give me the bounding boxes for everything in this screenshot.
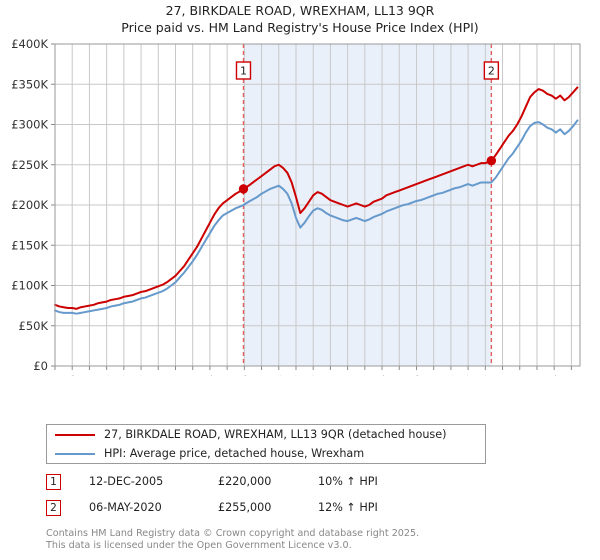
page-title: 27, BIRKDALE ROAD, WREXHAM, LL13 9QR Pri… — [0, 2, 600, 36]
x-tick-label: 2008 — [272, 375, 286, 376]
chart-svg: £0 £50K £100K £150K £200K £250K £300K £350K £400… — [11, 37, 581, 376]
table-row[interactable]: 1 12-DEC-2005 £220,000 10% ↑ HPI — [46, 472, 516, 498]
y-tick-label: £400K — [11, 37, 48, 51]
series-line-hpi — [54, 119, 579, 315]
y-tick-label: £350K — [11, 77, 48, 91]
chart-legend: 27, BIRKDALE ROAD, WREXHAM, LL13 9QR (de… — [46, 424, 486, 464]
y-tick-label: £150K — [11, 238, 48, 252]
x-tick-label: 2006 — [237, 375, 251, 376]
x-tick-label: 2016 — [409, 375, 423, 376]
x-tick-label: 2021 — [496, 375, 510, 376]
legend-label-hpi: HPI: Average price, detached house, Wrex… — [104, 447, 365, 460]
x-tick-label: 2019 — [461, 375, 475, 376]
x-tick-label: 2025 — [564, 375, 578, 376]
transactions-table: 1 12-DEC-2005 £220,000 10% ↑ HPI 2 06-MA… — [46, 472, 516, 524]
transaction-dot[interactable] — [486, 156, 497, 166]
y-tick-label: £100K — [11, 279, 48, 293]
plot-frame — [54, 43, 581, 367]
x-tick-label: 2015 — [392, 375, 406, 376]
transaction-dot[interactable] — [238, 184, 249, 194]
marker-box-label: 1 — [240, 65, 247, 78]
x-tick-label: 2005 — [220, 375, 234, 376]
transaction-dots-group — [238, 156, 497, 194]
x-tick-label: 2024 — [547, 375, 561, 376]
x-tick-label: 1995 — [48, 375, 62, 376]
x-tick-label: 2004 — [203, 375, 217, 376]
footer-line-licence: This data is licensed under the Open Gov… — [46, 539, 352, 551]
x-tick-label: 1996 — [65, 375, 79, 376]
x-tick-label: 2000 — [134, 375, 148, 376]
y-tick-label: £200K — [11, 198, 48, 212]
x-tick-label: 2009 — [289, 375, 303, 376]
x-tick-label: 2022 — [513, 375, 527, 376]
x-tick-label: 2017 — [427, 375, 441, 376]
transaction-price: £220,000 — [218, 475, 272, 488]
y-tick-label: £300K — [11, 118, 48, 132]
x-tick-label: 2010 — [306, 375, 320, 376]
x-tick-label: 2012 — [341, 375, 355, 376]
marker-box-2[interactable] — [483, 61, 500, 80]
x-axis-ticks: 199519961997 19981999200020012002 20032004… — [48, 366, 578, 376]
transaction-price: £255,000 — [218, 501, 272, 514]
transaction-hpi-delta: 12% ↑ HPI — [318, 501, 378, 514]
legend-item-hpi: HPI: Average price, detached house, Wrex… — [47, 444, 485, 463]
table-row[interactable]: 2 06-MAY-2020 £255,000 12% ↑ HPI — [46, 498, 516, 524]
y-axis-ticks: £0 £50K £100K £150K £200K £250K £300K £350K £400… — [11, 37, 55, 373]
transaction-index-badge: 2 — [46, 500, 61, 516]
chart-plot-area: £0 £50K £100K £150K £200K £250K £300K £350K £400… — [0, 36, 600, 376]
x-tick-label: 2003 — [186, 375, 200, 376]
chart-subtitle: Price paid vs. HM Land Registry's House … — [121, 20, 479, 35]
transaction-date: 12-DEC-2005 — [89, 475, 164, 488]
legend-swatch-property — [55, 433, 95, 436]
x-tick-label: 2001 — [151, 375, 165, 376]
x-tick-label: 2013 — [358, 375, 372, 376]
marker-box-label: 2 — [488, 65, 495, 78]
transaction-date: 06-MAY-2020 — [89, 501, 162, 514]
chart-title: 27, BIRKDALE ROAD, WREXHAM, LL13 9QR — [165, 3, 435, 18]
x-tick-label: 2023 — [530, 375, 544, 376]
transaction-hpi-delta: 10% ↑ HPI — [318, 475, 378, 488]
legend-label-property: 27, BIRKDALE ROAD, WREXHAM, LL13 9QR (de… — [104, 428, 447, 441]
x-tick-label: 2007 — [255, 375, 269, 376]
y-tick-label: £0 — [33, 359, 48, 373]
legend-swatch-hpi — [55, 452, 95, 455]
legend-item-property: 27, BIRKDALE ROAD, WREXHAM, LL13 9QR (de… — [47, 425, 485, 444]
marker-box-1[interactable] — [235, 61, 252, 80]
plot-border — [54, 43, 581, 367]
transaction-index-badge: 1 — [46, 474, 61, 490]
y-tick-label: £250K — [11, 158, 48, 172]
x-tick-label: 2014 — [375, 375, 389, 376]
x-tick-label: 1998 — [100, 375, 114, 376]
x-tick-label: 2020 — [478, 375, 492, 376]
x-tick-label: 1999 — [117, 375, 131, 376]
x-tick-label: 2011 — [323, 375, 337, 376]
x-tick-label: 1997 — [82, 375, 96, 376]
x-tick-label: 2018 — [444, 375, 458, 376]
y-tick-label: £50K — [19, 319, 49, 333]
footer-attribution: Contains HM Land Registry data © Crown c… — [46, 528, 566, 551]
footer-line-copyright: Contains HM Land Registry data © Crown c… — [46, 528, 420, 539]
x-tick-label: 2002 — [168, 375, 182, 376]
